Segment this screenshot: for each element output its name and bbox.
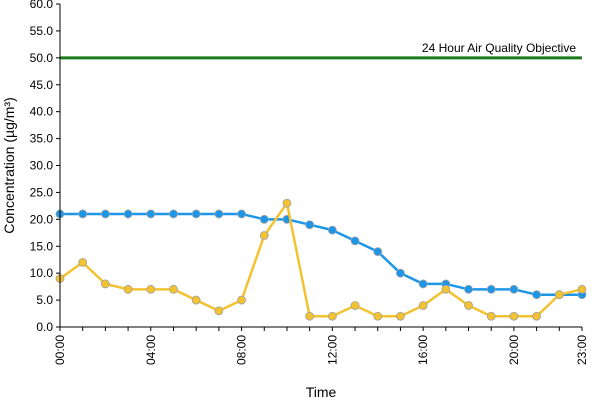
data-point [350, 301, 360, 310]
data-point [237, 209, 246, 219]
data-point [509, 311, 519, 321]
y-tick-label: 5.0 [36, 293, 53, 307]
data-point [327, 225, 337, 235]
data-point [191, 209, 201, 219]
y-tick-label: 35.0 [30, 132, 54, 146]
data-point [373, 247, 383, 257]
y-tick-label: 20.0 [30, 212, 54, 226]
data-point [532, 311, 542, 321]
data-point [577, 284, 587, 294]
data-point [486, 284, 496, 294]
data-point [554, 290, 564, 300]
y-axis-title: Concentration (µg/m³) [1, 97, 17, 233]
air-quality-objective-label: 24 Hour Air Quality Objective [422, 41, 576, 55]
data-point [259, 214, 269, 224]
series-2 [55, 198, 587, 321]
data-point [169, 209, 178, 219]
data-point [214, 306, 224, 316]
y-axis-ticks: 0.0 5.0 10.0 15.0 20.0 25.0 30.0 35.0 40.0 45.0 50… [30, 0, 60, 334]
data-point [214, 209, 224, 219]
y-tick-label: 50.0 [30, 51, 54, 65]
data-point [123, 284, 133, 294]
y-tick-label: 60.0 [30, 0, 54, 11]
data-point [464, 301, 473, 310]
axes [59, 4, 582, 328]
data-point [305, 311, 315, 321]
data-point [464, 284, 473, 294]
data-point [441, 284, 451, 294]
y-tick-label: 45.0 [30, 78, 54, 92]
series-line [59, 201, 583, 318]
data-point [418, 279, 428, 289]
data-point [486, 311, 496, 321]
y-tick-label: 15.0 [30, 239, 54, 253]
x-axis-ticks: 00:00 04:00 08:00 12:00 16:00 20:00 23:00 [53, 327, 589, 365]
y-tick-label: 40.0 [30, 105, 54, 119]
data-point [146, 284, 156, 294]
data-point [259, 231, 269, 240]
data-point [100, 209, 110, 219]
data-point [237, 295, 246, 305]
y-tick-label: 10.0 [30, 266, 54, 280]
x-tick-label: 12:00 [325, 335, 339, 365]
data-point [373, 311, 383, 321]
series-group [55, 198, 587, 321]
y-tick-label: 55.0 [30, 24, 54, 38]
data-point [78, 209, 88, 219]
reference-line-group: 24 Hour Air Quality Objective [60, 41, 582, 60]
y-tick-label: 30.0 [30, 159, 54, 173]
data-point [350, 236, 360, 246]
x-tick-label: 20:00 [507, 335, 521, 365]
data-point [78, 257, 88, 267]
data-point [396, 311, 405, 321]
data-point [418, 301, 428, 310]
data-point [123, 209, 133, 219]
series-line [60, 212, 582, 296]
x-tick-label: 00:00 [53, 335, 67, 365]
data-point [327, 311, 337, 321]
data-point [509, 284, 519, 294]
x-tick-label: 23:00 [575, 335, 589, 365]
data-point [169, 284, 178, 294]
data-point [100, 279, 110, 289]
y-tick-label: 0.0 [36, 320, 53, 334]
data-point [191, 295, 201, 305]
x-tick-label: 16:00 [416, 335, 430, 365]
data-point [282, 198, 292, 208]
x-tick-label: 08:00 [235, 335, 249, 365]
data-point [396, 268, 405, 278]
data-point [532, 290, 542, 300]
series-1 [55, 209, 587, 300]
data-point [146, 209, 156, 219]
data-point [305, 220, 315, 230]
x-axis-title: Time [306, 384, 337, 400]
x-tick-label: 04:00 [144, 335, 158, 365]
y-tick-label: 25.0 [30, 185, 54, 199]
